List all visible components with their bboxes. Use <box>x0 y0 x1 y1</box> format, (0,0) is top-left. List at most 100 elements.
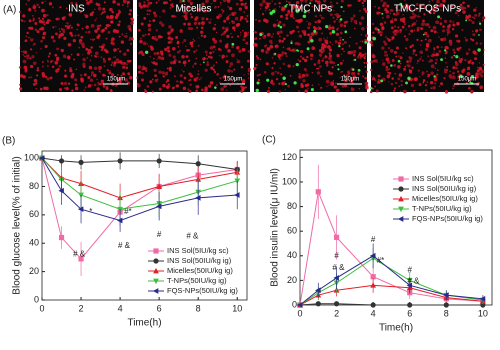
cell-dot <box>63 87 67 90</box>
y-tick-label: 20 <box>287 275 297 285</box>
cell-dot <box>25 3 27 5</box>
cell-dot <box>240 85 243 88</box>
cell-dot <box>358 46 362 50</box>
cell-dot <box>416 62 418 65</box>
cell-dot <box>216 15 220 20</box>
cell-dot <box>343 21 346 24</box>
cell-dot <box>479 28 482 32</box>
cell-dot <box>423 13 426 16</box>
cell-dot <box>314 8 317 10</box>
np-dot <box>290 41 293 45</box>
np-dot <box>286 3 288 6</box>
cell-dot <box>327 26 332 30</box>
annotation: #* <box>124 207 132 216</box>
cell-dot <box>362 0 367 3</box>
cell-dot <box>187 0 191 3</box>
cell-dot <box>109 7 113 12</box>
cell-dot <box>76 23 80 27</box>
cell-dot <box>22 75 26 79</box>
cell-dot <box>264 9 267 12</box>
cell-dot <box>197 70 200 72</box>
cell-dot <box>329 13 333 16</box>
cell-dot <box>397 77 401 81</box>
cell-dot <box>400 90 402 93</box>
cell-dot <box>226 16 230 21</box>
np-dot <box>306 47 310 51</box>
cell-dot <box>212 45 215 49</box>
cell-dot <box>182 5 185 9</box>
cell-dot <box>82 54 84 56</box>
cell-dot <box>34 22 38 25</box>
cell-dot <box>374 59 378 63</box>
cell-dot <box>89 65 91 68</box>
cell-dot <box>436 0 440 4</box>
cell-dot <box>32 19 35 22</box>
cell-dot <box>190 16 194 19</box>
legend-label: INS Sol(5IU/kg sc) <box>167 246 229 255</box>
cell-dot <box>192 40 194 43</box>
x-axis-label: Time(h) <box>379 323 413 334</box>
cell-dot <box>82 57 86 62</box>
cell-dot <box>365 81 368 84</box>
cell-dot <box>76 53 80 57</box>
cell-dot <box>208 21 212 25</box>
cell-dot <box>183 22 187 26</box>
cell-dot <box>148 45 150 47</box>
cell-dot <box>190 3 193 6</box>
cell-dot <box>233 29 236 32</box>
cell-dot <box>471 61 475 65</box>
cell-dot <box>97 84 99 86</box>
cell-dot <box>239 90 241 92</box>
legend-marker <box>397 216 404 222</box>
cell-dot <box>415 2 419 6</box>
cell-dot <box>292 48 295 51</box>
np-dot <box>469 81 472 84</box>
cell-dot <box>105 86 109 91</box>
cell-dot <box>478 12 481 15</box>
cell-dot <box>462 68 466 72</box>
cell-dot <box>306 34 309 36</box>
cell-dot <box>409 45 413 49</box>
cell-dot <box>27 36 30 39</box>
cell-dot <box>282 37 286 41</box>
y-tick-label: 100 <box>282 176 297 186</box>
cell-dot <box>428 0 431 3</box>
cell-dot <box>425 70 428 73</box>
cell-dot <box>377 7 380 10</box>
cell-dot <box>474 57 478 61</box>
cell-dot <box>320 75 322 77</box>
annotation: # <box>371 235 376 244</box>
cell-dot <box>175 84 179 88</box>
cell-dot <box>300 49 304 54</box>
cell-dot <box>19 11 22 14</box>
cell-dot <box>331 26 335 30</box>
cell-dot <box>103 59 107 63</box>
cell-dot <box>255 63 258 66</box>
cell-dot <box>240 8 242 11</box>
cell-dot <box>169 7 172 9</box>
cell-dot <box>377 78 380 81</box>
cell-dot <box>19 83 21 86</box>
cell-dot <box>41 71 45 76</box>
cell-dot <box>223 74 226 77</box>
cell-dot <box>90 51 93 54</box>
np-dot <box>459 74 463 78</box>
cell-dot <box>428 10 432 14</box>
cell-dot <box>145 69 148 72</box>
cell-dot <box>379 22 384 26</box>
cell-dot <box>373 85 377 88</box>
cell-dot <box>342 59 345 62</box>
cell-dot <box>49 76 53 80</box>
cell-dot <box>126 5 129 8</box>
np-dot <box>477 48 481 52</box>
cell-dot <box>169 61 174 65</box>
image-title: TMC NPs <box>289 4 332 15</box>
cell-dot <box>329 32 332 35</box>
np-dot <box>295 62 299 67</box>
cell-dot <box>190 72 192 75</box>
cell-dot <box>23 20 26 23</box>
cell-dot <box>98 66 101 69</box>
cell-dot <box>224 44 229 49</box>
cell-dot <box>41 65 44 68</box>
cell-dot <box>328 52 331 55</box>
